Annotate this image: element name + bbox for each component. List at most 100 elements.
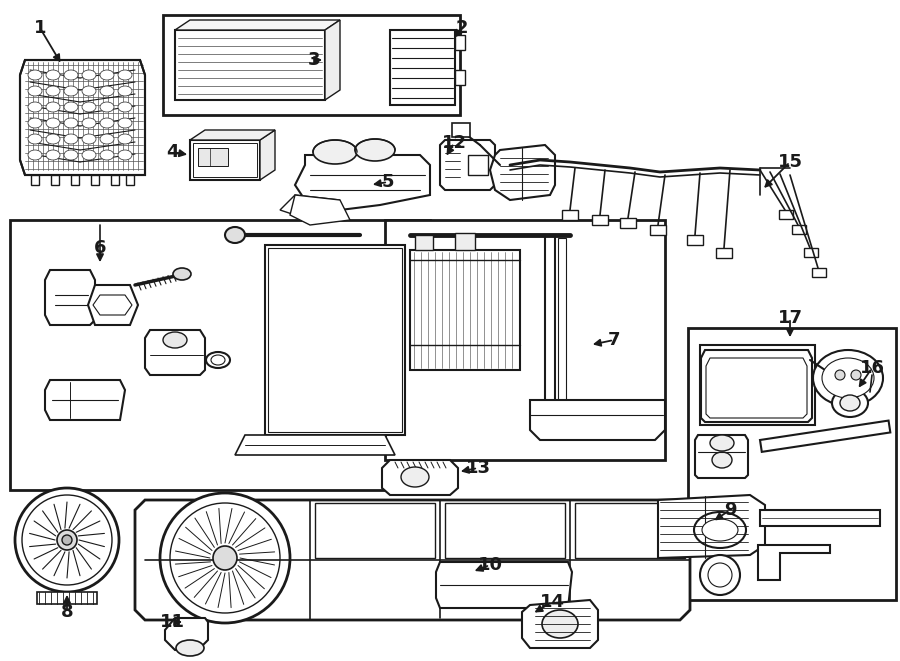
Ellipse shape [712, 452, 732, 468]
Ellipse shape [28, 118, 42, 128]
Bar [562, 210, 578, 220]
Bar [592, 215, 608, 225]
Ellipse shape [206, 352, 230, 368]
Bar [390, 30, 455, 105]
Bar [687, 235, 703, 245]
Ellipse shape [835, 370, 845, 380]
Bar [812, 268, 826, 277]
Text: 3: 3 [308, 51, 320, 69]
Bar [415, 235, 433, 250]
Text: 14: 14 [539, 593, 564, 611]
Ellipse shape [64, 134, 78, 144]
Bar [700, 345, 815, 425]
Ellipse shape [28, 70, 42, 80]
Bar [265, 245, 405, 435]
Ellipse shape [822, 358, 874, 398]
Text: 8: 8 [60, 603, 73, 621]
Polygon shape [706, 358, 807, 418]
Bar [111, 175, 119, 185]
Polygon shape [522, 600, 598, 648]
Ellipse shape [176, 640, 204, 656]
Bar [175, 30, 325, 100]
Ellipse shape [173, 268, 191, 280]
Polygon shape [88, 285, 138, 325]
Text: 17: 17 [778, 309, 803, 327]
Text: 9: 9 [724, 501, 736, 519]
Ellipse shape [46, 150, 60, 160]
Polygon shape [575, 503, 685, 558]
Ellipse shape [82, 150, 96, 160]
Polygon shape [93, 295, 132, 315]
Bar [190, 140, 260, 180]
Ellipse shape [82, 102, 96, 112]
Ellipse shape [100, 134, 114, 144]
Ellipse shape [163, 332, 187, 348]
Polygon shape [135, 500, 690, 620]
Bar [51, 175, 59, 185]
Bar [455, 70, 465, 85]
Text: 7: 7 [608, 331, 620, 349]
Ellipse shape [542, 610, 578, 638]
Bar [792, 225, 806, 234]
Ellipse shape [313, 140, 357, 164]
Polygon shape [260, 130, 275, 180]
Ellipse shape [22, 495, 112, 585]
Ellipse shape [46, 118, 60, 128]
Bar [620, 218, 636, 228]
Polygon shape [658, 495, 765, 558]
Ellipse shape [700, 555, 740, 595]
Text: 2: 2 [455, 19, 468, 37]
Bar [268, 248, 402, 432]
Ellipse shape [840, 395, 860, 411]
Ellipse shape [160, 493, 290, 623]
Bar [455, 35, 465, 50]
Ellipse shape [28, 150, 42, 160]
Ellipse shape [118, 86, 132, 96]
Polygon shape [165, 618, 208, 650]
Bar [193, 143, 257, 177]
Ellipse shape [28, 86, 42, 96]
Ellipse shape [225, 227, 245, 243]
Text: 15: 15 [778, 153, 803, 171]
Polygon shape [760, 420, 890, 452]
Bar [452, 123, 470, 137]
Ellipse shape [64, 118, 78, 128]
Ellipse shape [46, 134, 60, 144]
Bar [716, 248, 732, 258]
Ellipse shape [46, 70, 60, 80]
Ellipse shape [100, 118, 114, 128]
Ellipse shape [213, 546, 237, 570]
Ellipse shape [702, 519, 738, 541]
Text: 11: 11 [159, 613, 184, 631]
Bar [779, 210, 793, 219]
Ellipse shape [82, 134, 96, 144]
Bar [410, 250, 520, 370]
Bar [163, 15, 460, 115]
Ellipse shape [710, 435, 734, 451]
Polygon shape [280, 195, 340, 215]
Ellipse shape [64, 102, 78, 112]
Ellipse shape [118, 102, 132, 112]
Ellipse shape [100, 102, 114, 112]
Bar [804, 248, 818, 257]
Ellipse shape [118, 118, 132, 128]
Polygon shape [325, 20, 340, 100]
Polygon shape [490, 145, 555, 200]
Ellipse shape [46, 86, 60, 96]
Ellipse shape [832, 389, 868, 417]
Polygon shape [440, 140, 495, 190]
Bar [10, 220, 430, 490]
Text: 16: 16 [860, 359, 885, 377]
Bar [37, 592, 97, 604]
Ellipse shape [100, 150, 114, 160]
Polygon shape [145, 330, 205, 375]
Polygon shape [190, 130, 275, 140]
Polygon shape [445, 503, 565, 558]
Bar [545, 235, 555, 430]
Ellipse shape [28, 134, 42, 144]
Ellipse shape [15, 488, 119, 592]
Ellipse shape [851, 370, 861, 380]
Bar [455, 233, 475, 250]
Ellipse shape [211, 355, 225, 365]
Text: 13: 13 [465, 459, 491, 477]
